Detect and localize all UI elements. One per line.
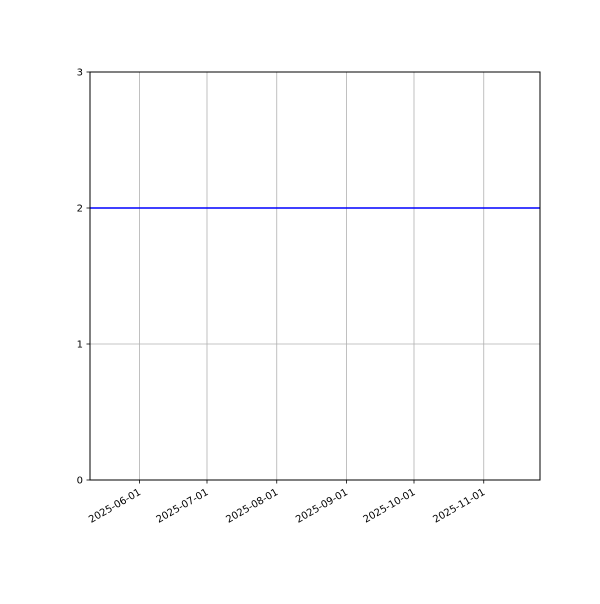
y-tick-label: 1 — [77, 340, 83, 351]
y-tick-label: 0 — [77, 476, 83, 487]
x-tick-label: 2025-10-01 — [362, 487, 418, 526]
y-tick-label: 3 — [77, 68, 83, 79]
x-tick-label: 2025-08-01 — [224, 487, 280, 526]
plot-background — [90, 72, 540, 480]
x-tick-label: 2025-11-01 — [431, 487, 487, 526]
y-tick-label: 2 — [77, 204, 83, 215]
x-axis: 2025-06-01 2025-07-01 2025-08-01 2025-09-01… — [87, 480, 487, 526]
y-axis: 0 1 2 3 — [77, 68, 90, 487]
x-tick-label: 2025-09-01 — [294, 487, 350, 526]
x-tick-label: 2025-06-01 — [87, 487, 143, 526]
x-tick-label: 2025-07-01 — [155, 487, 211, 526]
plot-frame — [89, 71, 541, 481]
